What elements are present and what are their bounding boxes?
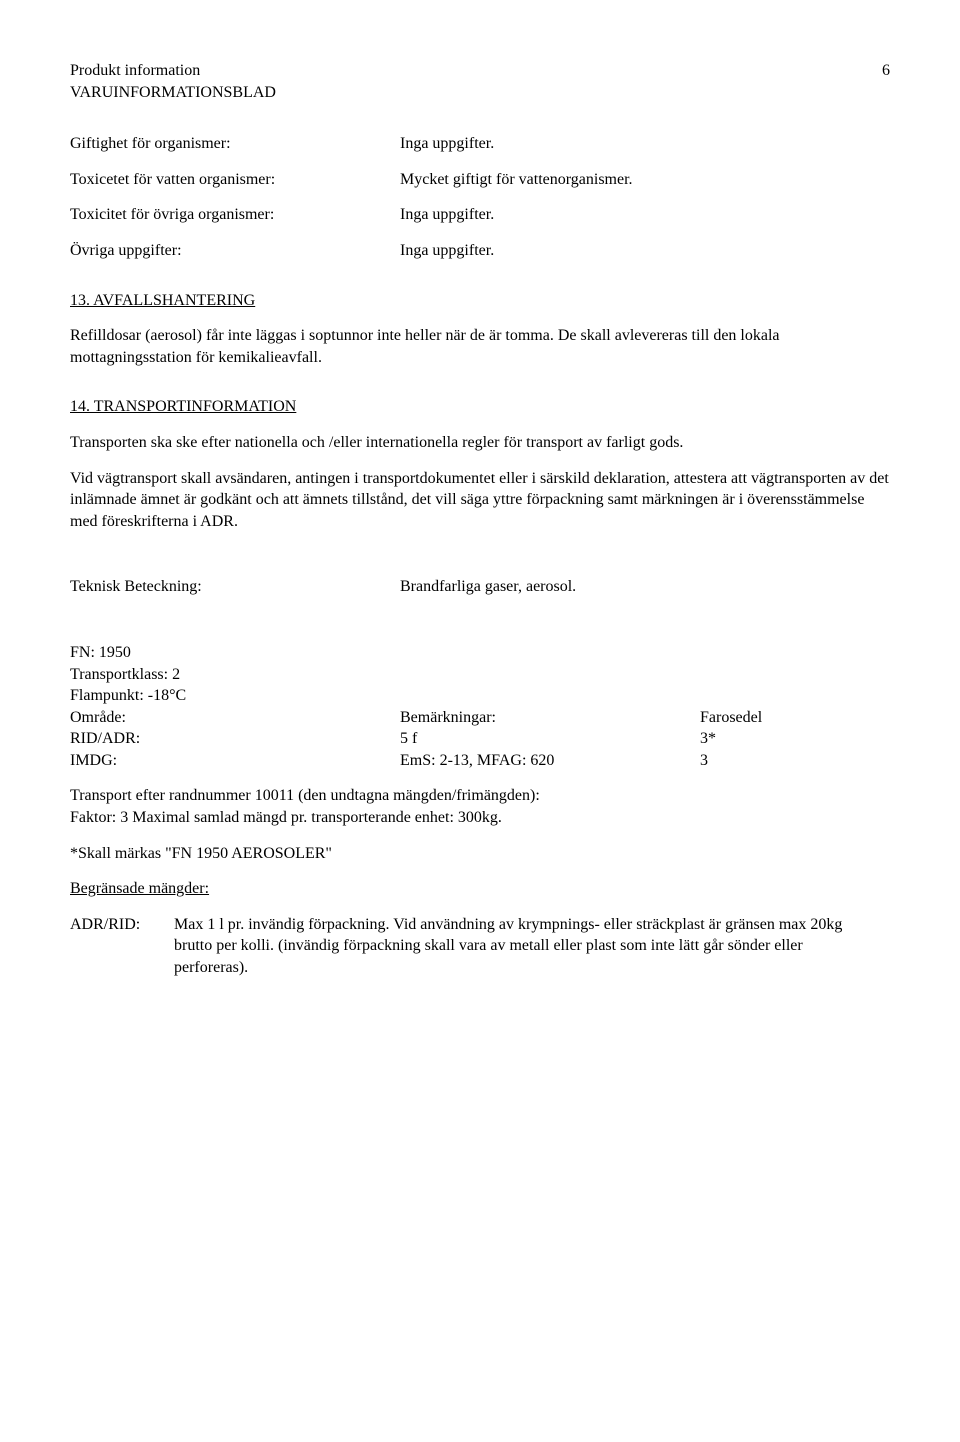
other-info-value: Inga uppgifter. — [400, 240, 890, 262]
tbl-r1c1: Område: — [70, 707, 400, 729]
toxicity-other-label: Toxicitet för övriga organismer: — [70, 204, 400, 226]
section-14-p1: Transporten ska ske efter nationella och… — [70, 432, 890, 454]
header-left: Produkt information — [70, 60, 200, 82]
toxicity-water-label: Toxicetet för vatten organismer: — [70, 169, 400, 191]
adr-rid-label: ADR/RID: — [70, 914, 170, 936]
fn-number: FN: 1950 — [70, 642, 890, 664]
adr-rid-value: Max 1 l pr. invändig förpackning. Vid an… — [174, 914, 874, 979]
section-14-p4: Faktor: 3 Maximal samlad mängd pr. trans… — [70, 807, 890, 829]
tbl-r3c2: EmS: 2-13, MFAG: 620 — [400, 750, 700, 772]
section-14-p5: *Skall märkas "FN 1950 AEROSOLER" — [70, 843, 890, 865]
technical-designation-value: Brandfarliga gaser, aerosol. — [400, 576, 890, 598]
toxicity-water-value: Mycket giftigt för vattenorganismer. — [400, 169, 890, 191]
tbl-r2c1: RID/ADR: — [70, 728, 400, 750]
technical-designation-label: Teknisk Beteckning: — [70, 576, 400, 598]
section-13-p1: Refilldosar (aerosol) får inte läggas i … — [70, 325, 890, 368]
toxicity-organisms-label: Giftighet för organismer: — [70, 133, 400, 155]
flash-point: Flampunkt: -18°C — [70, 685, 890, 707]
section-13-title: 13. AVFALLSHANTERING — [70, 290, 890, 312]
section-14-p3: Transport efter randnummer 10011 (den un… — [70, 785, 890, 807]
transport-class: Transportklass: 2 — [70, 664, 890, 686]
page-number: 6 — [882, 60, 890, 82]
tbl-r3c3: 3 — [700, 750, 890, 772]
header-sub: VARUINFORMATIONSBLAD — [70, 82, 890, 104]
toxicity-organisms-value: Inga uppgifter. — [400, 133, 890, 155]
tbl-r1c2: Bemärkningar: — [400, 707, 700, 729]
section-14-p2: Vid vägtransport skall avsändaren, antin… — [70, 468, 890, 533]
section-14-title: 14. TRANSPORTINFORMATION — [70, 396, 890, 418]
toxicity-other-value: Inga uppgifter. — [400, 204, 890, 226]
tbl-r3c1: IMDG: — [70, 750, 400, 772]
other-info-label: Övriga uppgifter: — [70, 240, 400, 262]
tbl-r2c2: 5 f — [400, 728, 700, 750]
tbl-r1c3: Farosedel — [700, 707, 890, 729]
tbl-r2c3: 3* — [700, 728, 890, 750]
limited-quantities-label: Begränsade mängder: — [70, 878, 890, 900]
